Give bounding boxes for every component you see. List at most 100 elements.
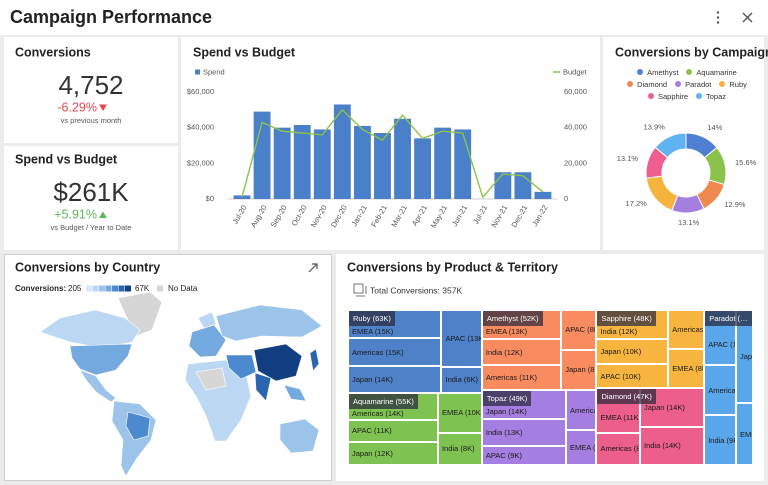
total-label: Total Conversions: 357K (370, 285, 462, 295)
legend-item: Ruby (719, 80, 747, 89)
treemap-cell: Americas (9K) (704, 365, 736, 416)
cell-label: Americas (7K) (570, 405, 595, 415)
legend-label: Budget (563, 67, 588, 76)
cell-label: EMEA (13K) (485, 326, 528, 336)
group-label: Sapphire (48K) (597, 311, 656, 326)
chart-title: Conversions by Country (15, 260, 160, 274)
treemap-cell: India (6K) (441, 366, 482, 393)
treemap-cell: Japan (10K) (596, 339, 669, 364)
treemap: EMEA (15K) Americas (15K) Japan (14K) APAC … (348, 310, 753, 465)
cell-label: APAC (13K) (445, 333, 482, 343)
bar (353, 125, 371, 199)
scale-step (118, 285, 125, 292)
cell-label: Americas (14K) (352, 408, 404, 418)
cell-label: India (8K) (442, 444, 475, 454)
treemap-group (596, 310, 705, 389)
legend-label: Ruby (729, 79, 747, 89)
cell-label: EMEA (8K) (672, 364, 703, 374)
legend-item: Paradot (675, 80, 711, 89)
bar (313, 129, 331, 199)
cell-label: Japan (14K) (644, 402, 685, 412)
bar (434, 127, 452, 199)
kpi-panel (4, 37, 178, 143)
down-arrow (99, 104, 107, 111)
treemap-cell: Americas (15K) (348, 338, 442, 367)
kpi-value: 4,752 (58, 70, 123, 100)
scale-step (92, 285, 99, 292)
legend-swatch (627, 81, 634, 87)
cell-label: India (13K) (485, 428, 523, 438)
treemap-cell: APAC (10K) (596, 363, 669, 389)
cell-label: India (14K) (644, 441, 681, 451)
cell-label: APAC (9K) (485, 451, 522, 461)
group-label: Topaz (49K) (482, 390, 532, 406)
group-label: Aquamarine (55K) (349, 393, 418, 409)
more-menu[interactable] (716, 11, 720, 24)
legend-label: Amethyst (647, 67, 679, 77)
cell-label: Japan (8K) (565, 365, 595, 375)
treemap-group (481, 389, 597, 465)
kpi-caption: vs previous month (61, 116, 122, 125)
bar (293, 124, 311, 199)
cell-label: Americas (9K) (708, 385, 736, 395)
cell-label: Japan (14K) (485, 406, 527, 416)
data-label: 17.2% (626, 199, 648, 208)
treemap-cell: India (13K) (481, 419, 567, 447)
treemap-cell: India (8K) (438, 432, 482, 465)
bar (534, 191, 552, 199)
line (241, 108, 544, 199)
dashboard-title: Campaign Performance (10, 7, 212, 27)
scale-step (112, 285, 118, 292)
treemap-group (348, 310, 482, 393)
y-tick-label: $0 (206, 194, 214, 203)
y-tick-label: $20,000 (187, 158, 214, 167)
kpi-title: Spend vs Budget (15, 152, 118, 166)
cell-label: Americas (8K) (672, 325, 704, 335)
legend-label: Aquamarine (696, 67, 737, 77)
group-label: Paradot (43K) (705, 311, 752, 326)
cell-label: EMEA (15K) (352, 326, 394, 336)
legend-label: Sapphire (657, 91, 688, 101)
cell-label: India (12K) (600, 327, 638, 337)
bar (333, 104, 351, 199)
data-label: 15.6% (735, 158, 757, 167)
treemap-cell: India (14K) (640, 426, 705, 465)
bar (494, 172, 512, 199)
expand-button[interactable] (308, 263, 318, 273)
group-label: Ruby (63K) (349, 311, 395, 326)
cell-label: APAC (10K) (708, 340, 735, 350)
treemap-group (348, 392, 482, 465)
kpi-panel (4, 146, 178, 250)
close-button[interactable] (742, 12, 753, 23)
cell-label: Japan (10K) (600, 347, 642, 357)
chart-title: Conversions by Campaign (615, 45, 768, 59)
legend-label: Paradot (685, 79, 712, 89)
scale-step (99, 285, 105, 292)
data-label: 14% (707, 123, 722, 132)
color-scale (86, 285, 131, 292)
kpi-value: $261K (53, 177, 129, 207)
kpi-title: Conversions (15, 45, 91, 59)
scale-step (125, 285, 131, 292)
legend-swatch (675, 81, 682, 87)
legend-item: Amethyst (637, 68, 678, 77)
cell-label: EMEA (6K) (570, 443, 596, 453)
bar (273, 127, 291, 199)
world-map (39, 291, 323, 477)
legend-max: 67K (135, 284, 150, 293)
cell-label: APAC (10K) (600, 371, 641, 381)
bar (374, 133, 391, 199)
cell-label: India (6K) (445, 375, 479, 385)
data-label: 13.1% (617, 154, 639, 163)
cell-label: EMEA (11K) (600, 413, 640, 422)
up-arrow (99, 211, 107, 218)
legend-label: Topaz (706, 91, 727, 101)
total-icon (353, 283, 367, 297)
bar (253, 111, 271, 199)
legend-swatch (637, 69, 644, 75)
header-bar (0, 0, 768, 35)
y2-tick-label: 60,000 (564, 87, 587, 96)
